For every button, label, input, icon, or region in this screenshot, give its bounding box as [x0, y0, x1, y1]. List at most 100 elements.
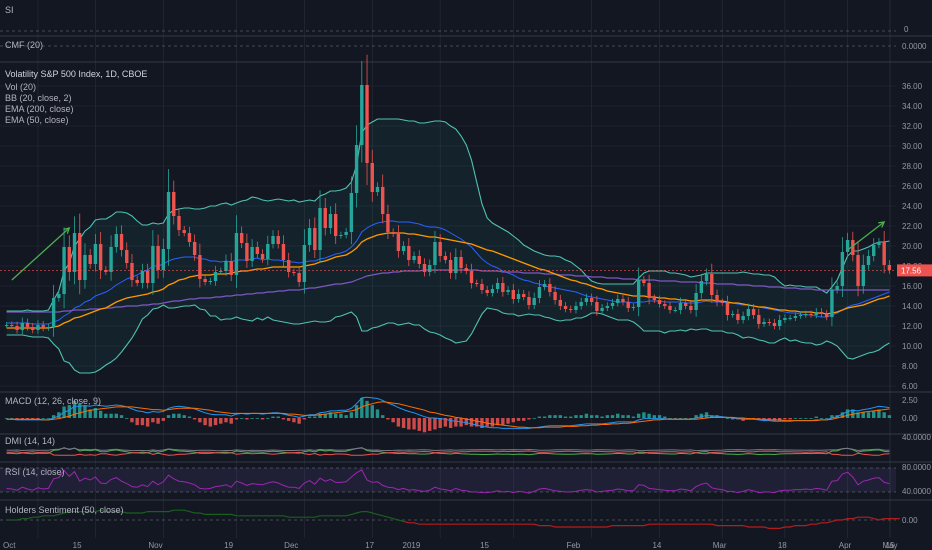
- candle-body[interactable]: [548, 284, 552, 292]
- candle-body[interactable]: [835, 286, 839, 290]
- candle-body[interactable]: [777, 320, 782, 326]
- candle-body[interactable]: [192, 242, 197, 255]
- candle-body[interactable]: [730, 314, 735, 315]
- candle-body[interactable]: [710, 274, 714, 295]
- candle-body[interactable]: [20, 323, 24, 330]
- candle-body[interactable]: [798, 315, 803, 316]
- candle-body[interactable]: [370, 163, 374, 192]
- candle-body[interactable]: [882, 242, 886, 265]
- candle-body[interactable]: [563, 306, 568, 309]
- candle-body[interactable]: [36, 325, 40, 330]
- candle-body[interactable]: [57, 294, 61, 298]
- candle-body[interactable]: [480, 284, 484, 290]
- candle-body[interactable]: [417, 256, 421, 264]
- candle-body[interactable]: [286, 260, 291, 272]
- candle-body[interactable]: [239, 233, 244, 243]
- candle-body[interactable]: [166, 192, 171, 249]
- candle-body[interactable]: [741, 316, 745, 320]
- candle-body[interactable]: [46, 327, 51, 328]
- last-price-tag[interactable]: 17.56: [897, 264, 932, 277]
- candle-body[interactable]: [746, 309, 751, 316]
- candle-body[interactable]: [354, 145, 359, 193]
- candle-body[interactable]: [307, 228, 312, 245]
- candle-body[interactable]: [151, 246, 155, 283]
- trend-arrow[interactable]: [847, 221, 885, 251]
- candle-body[interactable]: [318, 208, 322, 250]
- candle-body[interactable]: [125, 250, 129, 263]
- candle-body[interactable]: [145, 271, 150, 283]
- candle-body[interactable]: [647, 283, 651, 298]
- candle-body[interactable]: [579, 302, 583, 306]
- candle-body[interactable]: [67, 247, 71, 272]
- candle-body[interactable]: [636, 280, 641, 307]
- candle-body[interactable]: [532, 298, 536, 305]
- candle-body[interactable]: [495, 283, 500, 289]
- candle-body[interactable]: [333, 214, 338, 236]
- candle-body[interactable]: [751, 309, 756, 315]
- candle-body[interactable]: [595, 302, 599, 311]
- candle-body[interactable]: [872, 245, 876, 256]
- candle-body[interactable]: [459, 257, 463, 268]
- candle-body[interactable]: [856, 255, 860, 286]
- candle-body[interactable]: [339, 235, 343, 236]
- candle-body[interactable]: [187, 233, 192, 242]
- candle-body[interactable]: [887, 265, 892, 270]
- candle-body[interactable]: [401, 246, 406, 251]
- candle-body[interactable]: [412, 256, 416, 260]
- candle-body[interactable]: [365, 85, 369, 163]
- candle-body[interactable]: [266, 244, 270, 259]
- legend-ema200[interactable]: EMA (200, close): [5, 104, 74, 114]
- candle-body[interactable]: [814, 312, 818, 315]
- candle-body[interactable]: [177, 216, 181, 230]
- candle-body[interactable]: [349, 193, 354, 232]
- candle-body[interactable]: [245, 243, 249, 261]
- candle-body[interactable]: [553, 292, 557, 300]
- candle-body[interactable]: [757, 315, 761, 324]
- trend-arrow[interactable]: [11, 227, 70, 281]
- candle-body[interactable]: [825, 314, 829, 317]
- main-price-pane[interactable]: [0, 54, 896, 374]
- candle-body[interactable]: [93, 244, 98, 264]
- candle-body[interactable]: [762, 322, 766, 324]
- candle-body[interactable]: [699, 281, 704, 293]
- candle-body[interactable]: [313, 228, 317, 250]
- candle-body[interactable]: [861, 265, 865, 286]
- candle-body[interactable]: [428, 265, 432, 272]
- rsi-pane[interactable]: [0, 467, 896, 494]
- candle-body[interactable]: [819, 312, 824, 314]
- legend-ema50[interactable]: EMA (50, close): [5, 115, 69, 125]
- candle-body[interactable]: [830, 290, 834, 317]
- candle-body[interactable]: [375, 187, 380, 192]
- candle-body[interactable]: [840, 252, 845, 286]
- candle-body[interactable]: [182, 230, 186, 233]
- candle-body[interactable]: [736, 314, 740, 320]
- dmi-pane[interactable]: [6, 447, 890, 456]
- candle-body[interactable]: [626, 302, 630, 308]
- candle-body[interactable]: [276, 236, 280, 244]
- candle-body[interactable]: [72, 233, 77, 272]
- candle-body[interactable]: [689, 306, 693, 310]
- candle-body[interactable]: [809, 314, 813, 315]
- candle-body[interactable]: [485, 290, 489, 293]
- candle-body[interactable]: [15, 326, 19, 330]
- candle-body[interactable]: [668, 306, 672, 310]
- candle-body[interactable]: [845, 240, 850, 252]
- candle-body[interactable]: [292, 272, 296, 273]
- candle-body[interactable]: [381, 187, 385, 214]
- candle-body[interactable]: [464, 268, 468, 271]
- candle-body[interactable]: [229, 261, 233, 275]
- candle-body[interactable]: [41, 325, 45, 328]
- candle-body[interactable]: [443, 256, 448, 260]
- candle-body[interactable]: [574, 306, 578, 310]
- candle-body[interactable]: [250, 247, 254, 261]
- candle-body[interactable]: [109, 247, 113, 272]
- candle-body[interactable]: [271, 236, 275, 244]
- sentiment-pane[interactable]: [0, 509, 900, 529]
- candle-body[interactable]: [438, 242, 442, 256]
- candle-body[interactable]: [673, 310, 677, 311]
- candle-body[interactable]: [501, 283, 505, 292]
- candle-body[interactable]: [344, 232, 348, 235]
- candle-body[interactable]: [161, 249, 166, 270]
- candle-body[interactable]: [391, 232, 395, 234]
